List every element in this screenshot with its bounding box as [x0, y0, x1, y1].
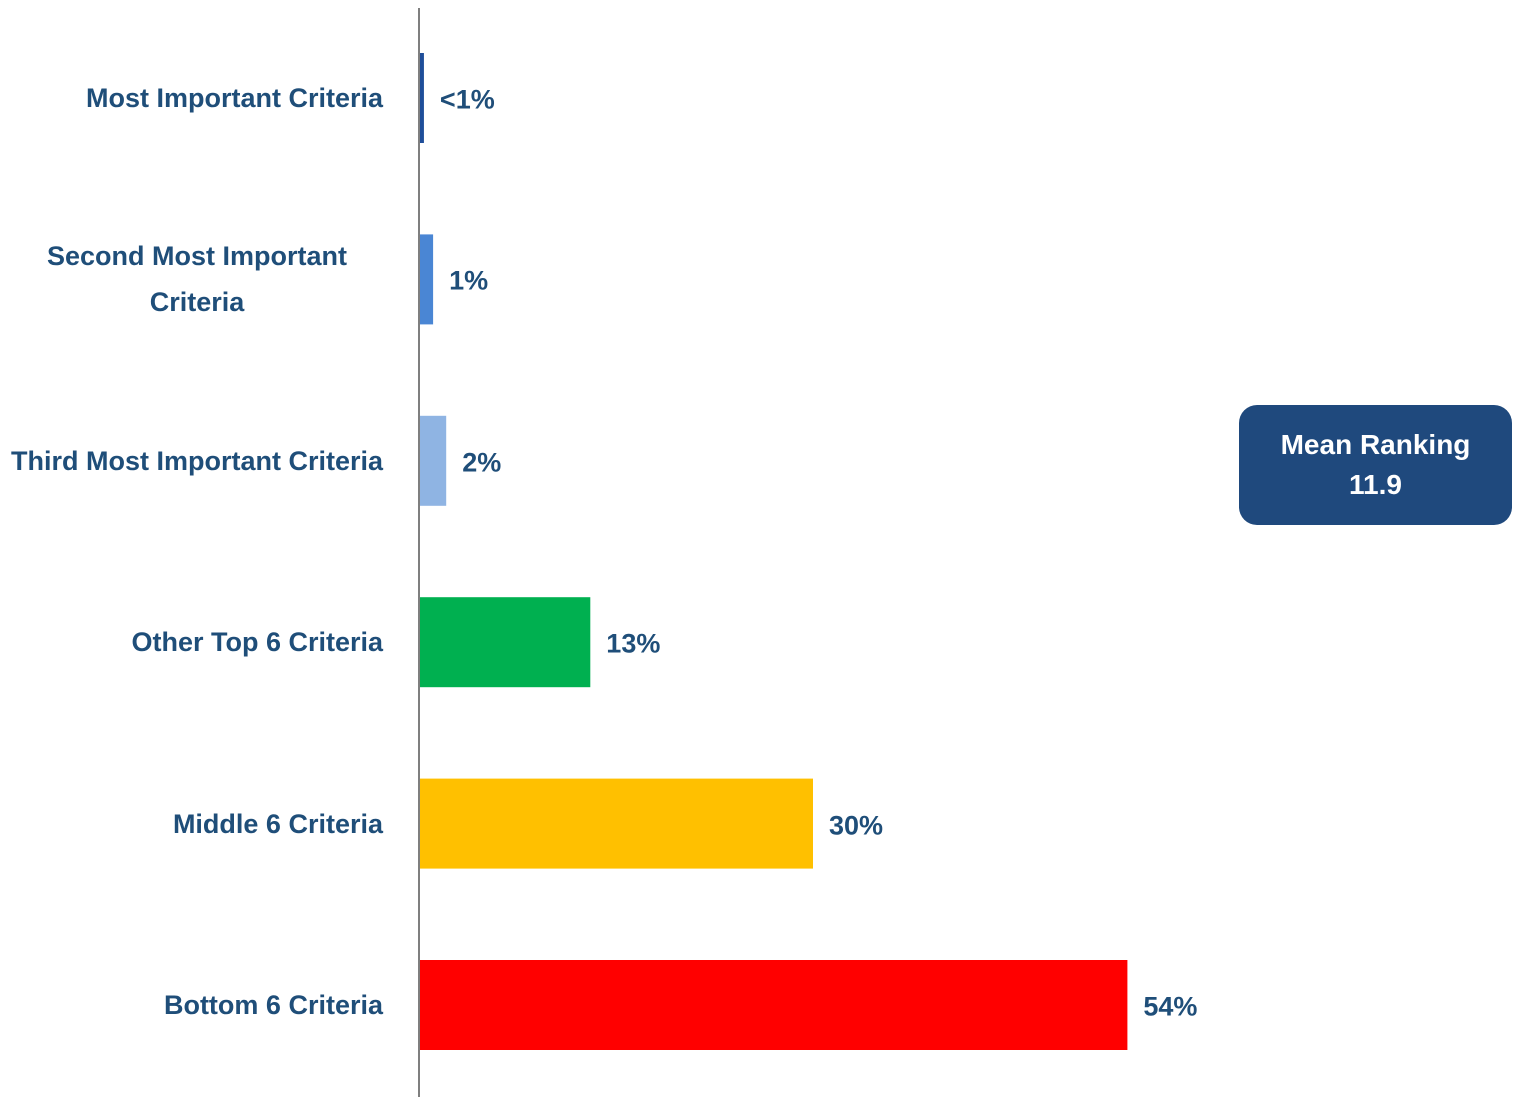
category-label: Bottom 6 Criteria [163, 990, 383, 1020]
category-label: Middle 6 Criteria [172, 808, 383, 839]
category-label: Third Most Important Criteria [11, 445, 384, 476]
category-label: Most Important Criteria [85, 83, 383, 113]
bar [420, 778, 813, 869]
value-label: 2% [462, 447, 502, 478]
value-label: 54% [1143, 991, 1198, 1022]
annotation-value: 11.9 [1349, 469, 1402, 500]
bar [420, 415, 447, 506]
annotation-box: Mean Ranking 11.9 [1239, 405, 1512, 525]
value-label: 1% [449, 265, 489, 296]
value-label: 13% [606, 628, 661, 659]
category-label: Second Most Important Criteria [46, 241, 347, 318]
value-label: 30% [829, 810, 884, 841]
bar [420, 960, 1128, 1050]
value-label: <1% [439, 84, 495, 115]
category-label: Other Top 6 Criteria [131, 627, 383, 658]
bar [420, 597, 591, 688]
annotation-label: Mean Ranking [1280, 429, 1471, 460]
bar [420, 234, 434, 325]
bar [420, 53, 424, 143]
